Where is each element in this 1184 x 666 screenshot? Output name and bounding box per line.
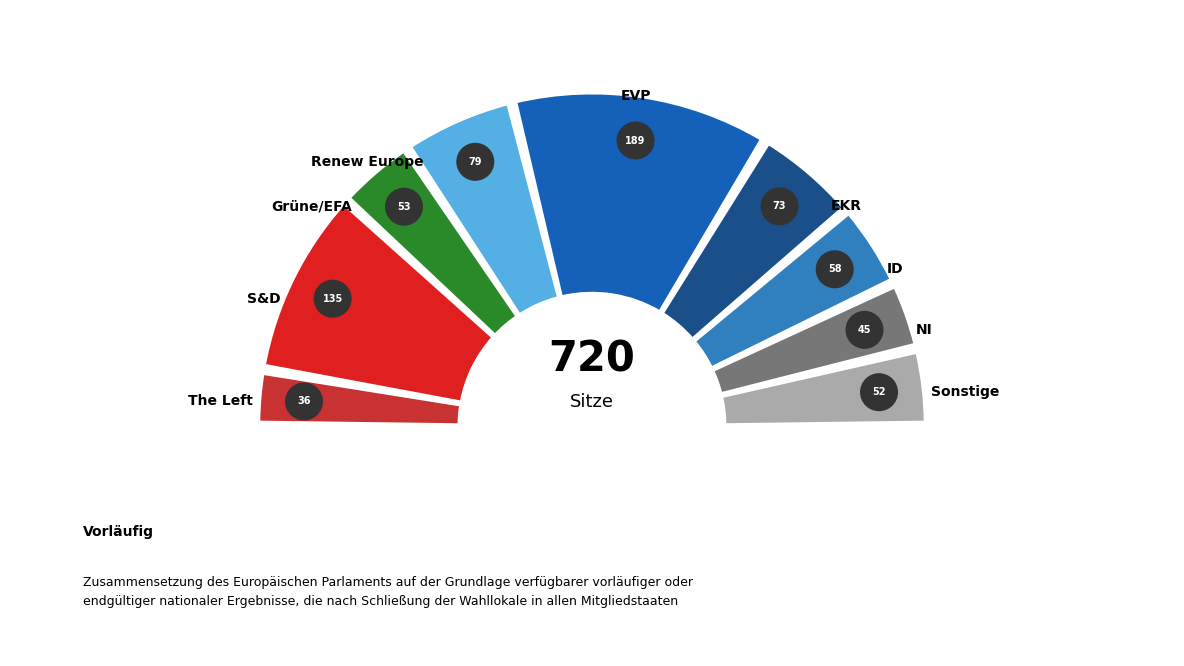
Circle shape: [314, 280, 350, 317]
Wedge shape: [259, 374, 461, 424]
Text: 36: 36: [297, 396, 310, 406]
Text: EVP: EVP: [620, 89, 651, 103]
Text: 79: 79: [469, 157, 482, 166]
Text: 58: 58: [828, 264, 842, 274]
Text: 52: 52: [873, 387, 886, 397]
Text: 53: 53: [397, 202, 411, 212]
Text: 189: 189: [625, 135, 645, 145]
Text: Sonstige: Sonstige: [931, 385, 999, 399]
Text: NI: NI: [916, 323, 933, 337]
Circle shape: [617, 122, 654, 159]
Circle shape: [386, 188, 423, 225]
Text: Sitze: Sitze: [570, 393, 614, 412]
Text: Grüne/EFA: Grüne/EFA: [271, 200, 353, 214]
Circle shape: [457, 143, 494, 180]
Text: ID: ID: [887, 262, 903, 276]
Text: Zusammensetzung des Europäischen Parlaments auf der Grundlage verfügbarer vorläu: Zusammensetzung des Europäischen Parlame…: [83, 576, 693, 608]
Text: The Left: The Left: [187, 394, 252, 408]
Circle shape: [459, 293, 726, 559]
Text: 73: 73: [773, 201, 786, 211]
Wedge shape: [695, 214, 890, 368]
Circle shape: [817, 251, 852, 288]
Wedge shape: [411, 104, 558, 314]
Wedge shape: [663, 144, 843, 339]
Text: 45: 45: [857, 325, 871, 335]
Circle shape: [861, 374, 897, 410]
Text: 720: 720: [548, 338, 636, 381]
Text: S&D: S&D: [247, 292, 281, 306]
Circle shape: [761, 188, 798, 224]
Wedge shape: [265, 204, 493, 402]
Text: Vorläufig: Vorläufig: [83, 525, 154, 539]
Text: Renew Europe: Renew Europe: [311, 155, 424, 168]
Wedge shape: [349, 152, 516, 335]
Text: EKR: EKR: [831, 199, 862, 213]
Circle shape: [285, 383, 322, 420]
Wedge shape: [713, 287, 915, 394]
Wedge shape: [722, 352, 925, 424]
Text: 135: 135: [322, 294, 342, 304]
Circle shape: [847, 312, 883, 348]
Wedge shape: [516, 93, 761, 312]
